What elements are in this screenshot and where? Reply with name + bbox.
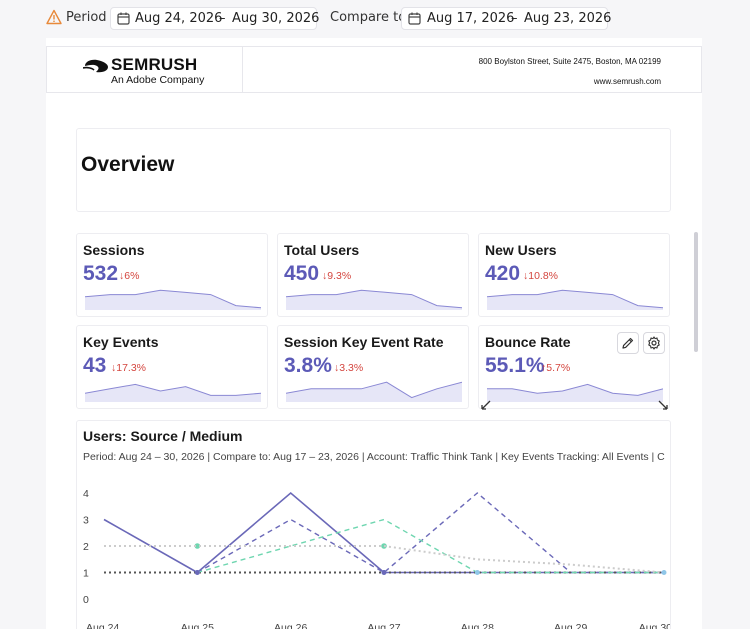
series-point	[381, 570, 387, 575]
date-separator: –	[511, 11, 518, 26]
sparkline-area	[286, 290, 462, 310]
metric-value: 3.8%	[284, 354, 332, 377]
chart-subtitle: Period: Aug 24 – 30, 2026 | Compare to: …	[83, 451, 665, 463]
line-chart: 0 1 2 3 4 Aug 24 Aug 25 Aug 26 Aug 27 Aug 28 Aug 2…	[83, 488, 671, 629]
sparkline	[286, 381, 462, 402]
y-tick-label: 3	[83, 515, 89, 527]
y-tick-label: 0	[83, 594, 89, 606]
x-tick-label: Aug 25	[181, 622, 214, 629]
metric-delta: ↓10.8%	[523, 270, 559, 282]
warning-icon[interactable]	[46, 9, 62, 25]
compare-label: Compare to	[330, 10, 407, 25]
sparkline-line	[85, 289, 261, 309]
series-point	[474, 570, 480, 575]
sparkline-area	[85, 290, 261, 310]
edit-widget-button[interactable]	[617, 332, 639, 354]
sparkline-area	[487, 384, 663, 402]
metric-title: Bounce Rate	[485, 334, 571, 350]
x-tick-label: Aug 26	[274, 622, 307, 629]
period-start-date: Aug 24, 2026	[135, 11, 223, 26]
x-tick-label: Aug 29	[554, 622, 587, 629]
date-separator: –	[219, 11, 226, 26]
sparkline-area	[85, 384, 261, 402]
sparkline	[487, 289, 663, 310]
sparkline-line	[286, 381, 462, 399]
section-title: Overview	[81, 153, 175, 176]
logo-name: SEMRUSH	[111, 55, 198, 74]
series-line-5	[104, 545, 665, 574]
series-line-4	[197, 518, 664, 574]
series-point	[661, 570, 667, 575]
semrush-logo-icon	[83, 59, 108, 73]
page-scrollbar[interactable]	[694, 232, 698, 352]
metric-value: 43	[83, 354, 107, 377]
metric-delta: ↓3.3%	[334, 362, 364, 374]
y-tick-label: 4	[83, 488, 89, 500]
metric-value: 532	[83, 262, 119, 285]
pencil-icon	[622, 337, 634, 349]
metric-title: New Users	[485, 242, 557, 258]
metric-card-total-users[interactable]: Total Users 450 ↓9.3%	[277, 233, 469, 317]
compare-date-picker[interactable]: Aug 17, 2026 – Aug 23, 2026	[401, 7, 612, 30]
metric-value: 420	[485, 262, 521, 285]
compare-start-date: Aug 17, 2026	[427, 11, 515, 26]
sparkline	[85, 289, 261, 310]
y-tick-label: 1	[83, 568, 89, 580]
compare-end-date: Aug 23, 2026	[524, 11, 612, 26]
sparkline-area	[487, 290, 663, 310]
metric-card-key-events[interactable]: Key Events 43 ↓17.3%	[76, 325, 268, 409]
sparkline-line	[85, 383, 261, 396]
logo-subtitle: An Adobe Company	[111, 74, 205, 86]
x-tick-label: Aug 28	[461, 622, 494, 629]
company-address: 800 Boylston Street, Suite 2475, Boston,…	[478, 57, 661, 66]
overview-block[interactable]: Overview	[76, 128, 671, 212]
metric-title: Total Users	[284, 242, 360, 258]
logo: SEMRUSH An Adobe Company	[47, 47, 243, 92]
sparkline	[85, 383, 261, 402]
sparkline	[286, 289, 462, 310]
metric-delta: ↑5.7%	[541, 362, 571, 374]
report-header: SEMRUSH An Adobe Company 800 Boylston St…	[46, 46, 702, 93]
metric-card-new-users[interactable]: New Users 420 ↓10.8%	[478, 233, 670, 317]
sparkline-line	[286, 289, 462, 309]
gear-icon	[648, 336, 660, 350]
company-website: www.semrush.com	[593, 77, 661, 86]
source-medium-widget[interactable]: Users: Source / Medium Period: Aug 24 – …	[76, 420, 671, 629]
metric-delta: ↓6%	[119, 270, 140, 282]
resize-handle-right-icon[interactable]	[657, 396, 669, 410]
metric-delta: ↓9.3%	[322, 270, 352, 282]
sparkline	[487, 383, 663, 402]
sparkline-area	[286, 382, 462, 402]
series-point	[194, 570, 200, 575]
x-tick-label: Aug 27	[367, 622, 400, 629]
resize-handle-left-icon[interactable]	[480, 396, 492, 410]
period-end-date: Aug 30, 2026	[232, 11, 320, 26]
series-line-1	[196, 492, 664, 574]
metric-card-session-key-event-rate[interactable]: Session Key Event Rate 3.8% ↓3.3%	[277, 325, 469, 409]
series-line-0	[103, 491, 664, 574]
sparkline-line	[487, 383, 663, 396]
report-toolbar: Period Aug 24, 2026 – Aug 30, 2026 Compa…	[0, 0, 750, 36]
period-date-picker[interactable]: Aug 24, 2026 – Aug 30, 2026	[110, 7, 320, 30]
metric-delta: ↓17.3%	[111, 362, 147, 374]
x-tick-label: Aug 30	[639, 622, 671, 629]
series-marker	[194, 543, 201, 549]
widget-settings-button[interactable]	[643, 332, 665, 354]
report-page: SEMRUSH An Adobe Company 800 Boylston St…	[46, 38, 702, 629]
metric-value: 55.1%	[485, 354, 545, 377]
sparkline-line	[487, 289, 663, 309]
metric-title: Session Key Event Rate	[284, 334, 444, 350]
metric-card-sessions[interactable]: Sessions 532 ↓6%	[76, 233, 268, 317]
calendar-icon	[117, 12, 130, 25]
chart-title: Users: Source / Medium	[83, 428, 243, 444]
metric-value: 450	[284, 262, 320, 285]
period-label: Period	[66, 10, 107, 25]
metric-title: Sessions	[83, 242, 145, 258]
metric-card-bounce-rate[interactable]: Bounce Rate 55.1% ↑5.7%	[478, 325, 670, 409]
calendar-icon	[408, 12, 421, 25]
y-tick-label: 2	[83, 541, 89, 553]
x-tick-label: Aug 24	[86, 622, 119, 629]
metric-title: Key Events	[83, 334, 159, 350]
